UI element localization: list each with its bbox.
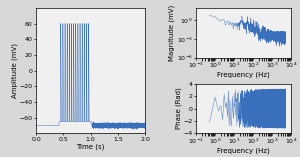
X-axis label: Time (s): Time (s) (76, 143, 105, 150)
Y-axis label: Phase (Rad): Phase (Rad) (176, 88, 182, 129)
Y-axis label: Amplitude (mV): Amplitude (mV) (11, 43, 18, 98)
X-axis label: Frequency (Hz): Frequency (Hz) (217, 72, 270, 78)
Y-axis label: Magnitude (mV): Magnitude (mV) (169, 5, 175, 61)
X-axis label: Frequency (Hz): Frequency (Hz) (217, 148, 270, 154)
